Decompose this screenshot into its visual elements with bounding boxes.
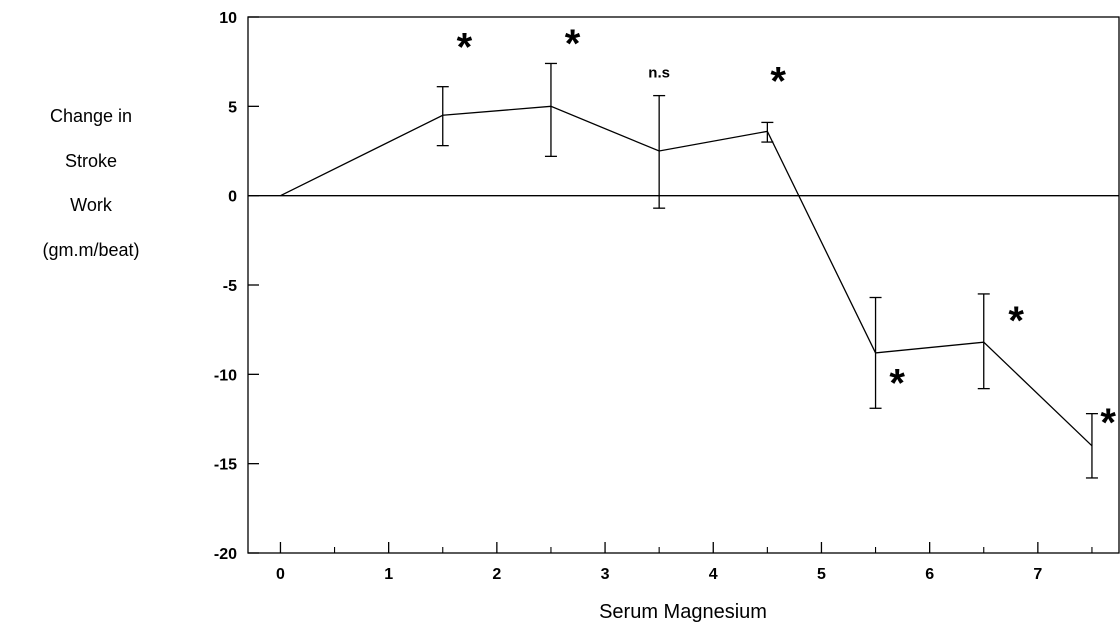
x-tick-label: 2 xyxy=(492,566,501,583)
y-axis-label-line: Work xyxy=(70,195,112,215)
error-bar xyxy=(653,94,666,209)
error-bars xyxy=(436,62,1098,479)
y-axis-label: Change in Stroke Work (gm.m/beat) xyxy=(0,94,182,272)
x-tick-label: 7 xyxy=(1033,566,1042,583)
significance-star: * xyxy=(457,26,473,70)
y-tick-label: -20 xyxy=(214,546,237,563)
significance-star: * xyxy=(565,22,581,66)
significance-star: * xyxy=(889,361,905,405)
error-bar xyxy=(436,86,449,147)
annotations: * * n.s * * * * xyxy=(457,22,1117,445)
y-axis: 10 5 0 -5 -10 -15 -20 xyxy=(214,10,259,563)
significance-star: * xyxy=(770,60,786,104)
significance-star: * xyxy=(1100,401,1116,445)
x-tick-label: 3 xyxy=(601,566,610,583)
ns-label: n.s xyxy=(648,64,670,81)
x-tick-label: 0 xyxy=(276,566,285,583)
plot-frame xyxy=(247,16,1120,554)
x-axis-label: Serum Magnesium xyxy=(599,601,767,623)
y-tick-label: -10 xyxy=(214,367,237,384)
x-tick-label: 6 xyxy=(925,566,934,583)
x-tick-label: 4 xyxy=(709,566,718,583)
x-axis: 0 1 2 3 4 5 6 7 xyxy=(276,542,1093,583)
error-bar xyxy=(544,62,557,158)
y-tick-label: 5 xyxy=(228,99,237,116)
series-line xyxy=(280,105,1093,447)
x-tick-label: 1 xyxy=(384,566,393,583)
y-axis-label-line: Change in xyxy=(49,106,133,126)
error-bar xyxy=(977,293,990,390)
y-tick-label: -15 xyxy=(214,457,237,474)
x-tick-label: 5 xyxy=(817,566,826,583)
y-axis-label-line: (gm.m/beat) xyxy=(42,239,140,260)
significance-star: * xyxy=(1008,299,1024,343)
y-axis-label-line: Stroke xyxy=(64,150,118,171)
y-tick-label: -5 xyxy=(223,278,237,295)
y-tick-label: 10 xyxy=(219,10,237,27)
y-tick-label: 0 xyxy=(228,189,237,206)
